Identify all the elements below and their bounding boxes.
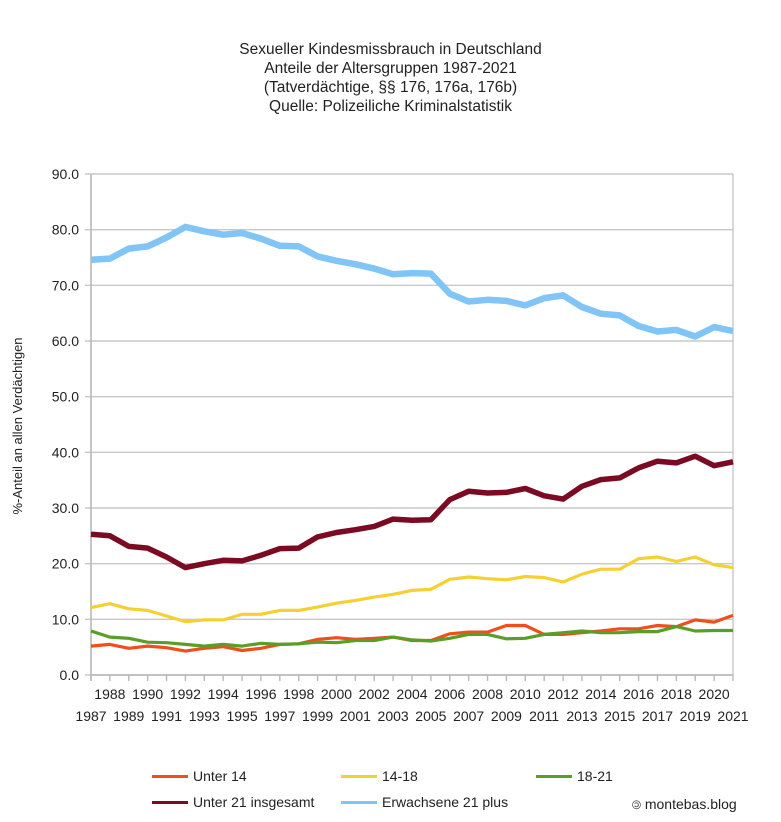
legend-swatch-erwachsene-21-plus bbox=[341, 800, 377, 804]
x-tick-label: 2019 bbox=[680, 708, 711, 724]
x-tick-label: 2021 bbox=[717, 708, 748, 724]
x-tick-labels: 1987 1988 1989 1990 1991 1992 1993 1994 1995 1996… bbox=[75, 686, 748, 724]
x-tick-label: 2020 bbox=[699, 686, 730, 702]
legend-swatch-unter-21-insgesamt bbox=[152, 800, 188, 804]
x-tick-label: 1988 bbox=[94, 686, 125, 702]
chart-title: Sexueller Kindesmissbrauch in Deutschlan… bbox=[0, 40, 781, 116]
y-tick-label: 70.0 bbox=[52, 277, 79, 293]
x-tick-label: 2014 bbox=[585, 686, 616, 702]
x-tick-label: 2001 bbox=[340, 708, 371, 724]
axes bbox=[90, 174, 734, 681]
series-line-erwachsene-21-plus bbox=[90, 223, 734, 340]
x-tick-label: 2003 bbox=[378, 708, 409, 724]
legend-item-unter-21-insgesamt: Unter 21 insgesamt bbox=[152, 794, 314, 810]
watermark-text: montebas.blog bbox=[644, 796, 737, 812]
x-tick-label: 2009 bbox=[491, 708, 522, 724]
x-tick-label: 2006 bbox=[434, 686, 465, 702]
legend-label-unter-21-insgesamt: Unter 21 insgesamt bbox=[193, 794, 315, 810]
x-tick-label: 1998 bbox=[283, 686, 314, 702]
legend-item-erwachsene-21-plus: Erwachsene 21 plus bbox=[341, 794, 508, 810]
gridlines bbox=[85, 173, 733, 676]
y-tick-label: 30.0 bbox=[52, 500, 79, 516]
y-tick-label: 0.0 bbox=[60, 667, 80, 683]
series-line-14-18 bbox=[90, 555, 734, 624]
x-tick-label: 1990 bbox=[132, 686, 163, 702]
x-tick-label: 2000 bbox=[321, 686, 352, 702]
legend-item-unter-14: Unter 14 bbox=[152, 768, 247, 784]
x-tick-label: 2017 bbox=[642, 708, 673, 724]
y-tick-label: 60.0 bbox=[52, 333, 79, 349]
x-tick-label: 2015 bbox=[604, 708, 635, 724]
x-tick-label: 2012 bbox=[547, 686, 578, 702]
x-tick-label: 2013 bbox=[566, 708, 597, 724]
y-tick-label: 40.0 bbox=[52, 444, 79, 460]
series-lines bbox=[90, 223, 734, 653]
legend-label-18-21: 18-21 bbox=[577, 768, 613, 784]
series-line-unter-21-insgesamt bbox=[90, 453, 734, 571]
y-tick-label: 50.0 bbox=[52, 389, 79, 405]
x-tick-label: 2007 bbox=[453, 708, 484, 724]
y-tick-label: 90.0 bbox=[52, 166, 79, 182]
x-tick-label: 2002 bbox=[359, 686, 390, 702]
x-tick-label: 2018 bbox=[661, 686, 692, 702]
legend-label-unter-14: Unter 14 bbox=[193, 768, 247, 784]
legend-swatch-unter-14 bbox=[152, 774, 188, 778]
legend-item-14-18: 14-18 bbox=[341, 768, 418, 784]
x-tick-label: 2004 bbox=[396, 686, 427, 702]
legend-swatch-18-21 bbox=[536, 774, 572, 778]
copyleft-icon: © bbox=[632, 798, 641, 812]
x-tick-label: 2008 bbox=[472, 686, 503, 702]
x-tick-label: 1993 bbox=[189, 708, 220, 724]
x-tick-label: 1991 bbox=[151, 708, 182, 724]
x-tick-label: 1987 bbox=[75, 708, 106, 724]
x-tick-label: 1995 bbox=[226, 708, 257, 724]
legend-item-18-21: 18-21 bbox=[536, 768, 613, 784]
y-tick-labels: 0.0 10.0 20.0 30.0 40.0 50.0 60.0 70.0 80.0 90.0 bbox=[52, 166, 79, 683]
legend-label-erwachsene-21-plus: Erwachsene 21 plus bbox=[382, 794, 509, 810]
x-tick-label: 1989 bbox=[113, 708, 144, 724]
x-tick-label: 1994 bbox=[208, 686, 239, 702]
chart-title-line-4: Quelle: Polizeiliche Kriminalstatistik bbox=[269, 98, 512, 115]
chart-title-line-2: Anteile der Altersgruppen 1987-2021 bbox=[264, 60, 517, 77]
x-tick-label: 1992 bbox=[170, 686, 201, 702]
chart-title-line-3: (Tatverdächtige, §§ 176, 176a, 176b) bbox=[263, 79, 518, 96]
legend-swatch-14-18 bbox=[341, 774, 377, 778]
x-tick-label: 2005 bbox=[415, 708, 446, 724]
y-tick-label: 10.0 bbox=[52, 611, 79, 627]
x-tick-label: 2016 bbox=[623, 686, 654, 702]
x-tick-label: 2010 bbox=[510, 686, 541, 702]
x-tick-label: 1996 bbox=[245, 686, 276, 702]
x-tick-label: 2011 bbox=[529, 708, 559, 724]
x-tick-label: 1999 bbox=[302, 708, 333, 724]
x-tick-label: 1997 bbox=[264, 708, 295, 724]
y-tick-label: 80.0 bbox=[52, 222, 79, 238]
watermark: © montebas.blog bbox=[632, 796, 737, 812]
chart-title-line-1: Sexueller Kindesmissbrauch in Deutschlan… bbox=[239, 41, 542, 58]
series-line-18-21 bbox=[90, 624, 733, 648]
legend-label-14-18: 14-18 bbox=[382, 768, 418, 784]
y-tick-label: 20.0 bbox=[52, 556, 79, 572]
y-axis-label: %-Anteil an allen Verdächtigen bbox=[10, 337, 25, 514]
